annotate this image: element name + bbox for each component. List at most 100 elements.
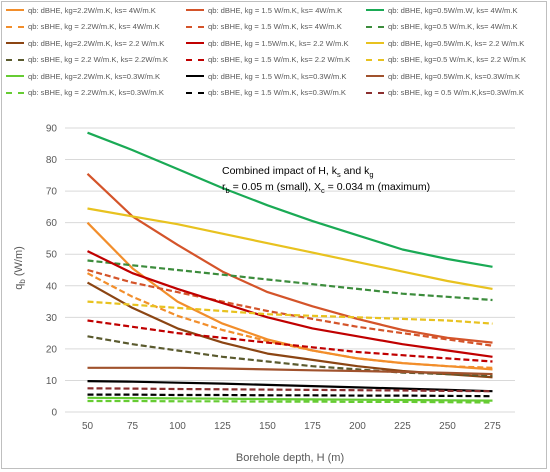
legend-label: qb: sBHE, kg = 1.5 W/m.K, ks= 2.2 W/m.K	[208, 55, 351, 64]
x-tick-label: 75	[127, 421, 139, 432]
x-tick-label: 225	[394, 421, 411, 432]
legend-item: qb: sBHE, kg = 2.2 W/m.K, ks= 2.2W/m.K	[6, 54, 168, 66]
y-axis-title-main: q	[13, 284, 25, 290]
series-line-11	[87, 319, 493, 363]
legend-swatch	[6, 58, 24, 61]
legend-swatch	[366, 42, 384, 44]
legend-swatch	[6, 75, 24, 77]
legend-swatch	[186, 25, 204, 28]
series-lines	[86, 131, 493, 404]
legend-swatch	[186, 91, 204, 94]
series-line-18	[87, 387, 493, 393]
legend-label: qb: sBHE, kg = 1.5 W/m.K, ks= 4W/m.K	[208, 22, 342, 31]
annotation-line-2-text-a: r	[222, 181, 226, 193]
annotation-line-1-sub-b: g	[369, 170, 373, 179]
series-line-16	[87, 399, 493, 404]
legend-label: qb: dBHE, kg = 1.5 W/m.K, ks=0.3W/m.K	[208, 71, 347, 81]
annotation-line-2: rb = 0.05 m (small), Xc = 0.034 m (maxim…	[222, 181, 430, 195]
series-line-3	[87, 131, 493, 268]
legend-label: qb: sBHE, kg = 2.2W/m.K, ks=0.3W/m.K	[28, 88, 164, 97]
y-axis-title: qb (W/m)	[13, 246, 27, 290]
x-axis-title: Borehole depth, H (m)	[236, 452, 344, 464]
y-tick-label: 50	[46, 250, 58, 261]
x-tick-label: 275	[484, 421, 501, 432]
x-tick-label: 125	[214, 421, 231, 432]
legend-label: qb: sBHE, kg = 1.5 W/m.K, ks=0.3W/m.K	[208, 88, 346, 97]
series-line-14	[87, 380, 493, 393]
y-axis-title-sub: b	[18, 279, 27, 284]
annotation-line-1-text-b: and k	[341, 165, 370, 177]
axis-ticks: 0 10 20 30 40 50 60 70 80 90 50 75 100 125 150 175 200 22…	[46, 124, 501, 433]
y-tick-label: 20	[46, 344, 58, 355]
legend-swatch	[186, 58, 204, 61]
legend-label: qb: sBHE, kg=0.5 W/m.K, ks= 4W/m.K	[388, 22, 518, 31]
legend-label: qb: sBHE, kg = 0.5 W/m.K,ks=0.3W/m.K	[388, 88, 524, 97]
legend-swatch	[366, 9, 384, 11]
legend-swatch	[186, 42, 204, 44]
legend-swatch	[366, 58, 384, 61]
legend-label: qb: dBHE, kg = 1.5W/m.K, ks= 2.2 W/m.K	[208, 38, 349, 48]
annotation-line-2-text-c: = 0.034 m (maximum)	[325, 181, 430, 193]
annotation-line-1-sub-a: s	[337, 170, 341, 179]
legend-label: qb: sBHE, kg = 2.2W/m.K, ks= 4W/m.K	[28, 22, 160, 31]
legend-item: qb: sBHE, kg=0.5 W/m.K, ks= 4W/m.K	[366, 21, 518, 33]
legend-label: qb: dBHE, kg=2.2W/m.K, ks= 2.2 W/m.K	[28, 38, 165, 48]
legend-swatch	[6, 42, 24, 44]
legend-swatch	[366, 91, 384, 94]
legend-item: qb: sBHE, kg = 2.2W/m.K, ks=0.3W/m.K	[6, 87, 164, 99]
series-line-2	[86, 173, 493, 344]
legend-item: qb: sBHE, kg = 1.5 W/m.K, ks=0.3W/m.K	[186, 87, 346, 99]
legend-swatch	[6, 25, 24, 28]
legend-item: qb: dBHE, kg=2.2W/m.K, ks=0.3W/m.K	[6, 70, 160, 82]
series-line-15	[87, 366, 493, 376]
x-tick-label: 100	[169, 421, 186, 432]
x-tick-label: 50	[82, 421, 94, 432]
legend-swatch	[6, 91, 24, 94]
legend-item: qb: dBHE, kg = 1.5W/m.K, ks= 2.2 W/m.K	[186, 37, 349, 49]
x-tick-label: 150	[259, 421, 276, 432]
legend-swatch	[366, 75, 384, 77]
legend-label: qb: dBHE, kg=0.5W/m.W, ks= 4W/m.K	[388, 5, 518, 15]
legend-label: qb: dBHE, kg=0.5W/m.K, ks= 2.2 W/m.K	[388, 38, 525, 48]
y-tick-label: 70	[46, 187, 58, 198]
legend-item: qb: dBHE, kg=0.5W/m.K, ks= 2.2 W/m.K	[366, 37, 524, 49]
annotation-line-1-text-a: Combined impact of H, k	[222, 165, 338, 177]
series-line-12	[87, 300, 493, 325]
y-tick-label: 30	[46, 313, 58, 324]
legend-item: qb: sBHE, kg = 1.5 W/m.K, ks= 4W/m.K	[186, 21, 342, 33]
x-tick-label: 200	[349, 421, 366, 432]
y-tick-label: 40	[46, 281, 58, 292]
grid-lines	[65, 127, 515, 413]
series-line-13	[87, 396, 493, 402]
legend-swatch	[186, 75, 204, 77]
legend-label: qb: dBHE, kg=2.2W/m.K, ks= 4W/m.K	[28, 5, 156, 15]
y-tick-label: 0	[51, 408, 57, 419]
legend-swatch	[186, 9, 204, 11]
legend-swatch	[366, 25, 384, 28]
annotation-line-2-sub-b: c	[321, 186, 325, 195]
legend-item: qb: dBHE, kg=0.5W/m.W, ks= 4W/m.K	[366, 4, 518, 16]
annotation-line-2-sub-a: b	[226, 186, 230, 195]
series-line-10	[87, 335, 493, 377]
legend-item: qb: sBHE, kg = 1.5 W/m.K, ks= 2.2 W/m.K	[186, 54, 350, 66]
legend-item: qb: dBHE, kg=2.2W/m.K, ks= 4W/m.K	[6, 4, 156, 16]
series-line-17	[87, 393, 493, 398]
legend-item: qb: dBHE, kg = 1.5 W/m.K, ks=0.3W/m.K	[186, 70, 346, 82]
legend-item: qb: sBHE, kg = 0.5 W/m.K,ks=0.3W/m.K	[366, 87, 524, 99]
legend-label: qb: dBHE, kg=2.2W/m.K, ks=0.3W/m.K	[28, 71, 161, 81]
legend-item: qb: dBHE, kg=0.5W/m.K, ks=0.3W/m.K	[366, 70, 520, 82]
legend-label: qb: dBHE, kg=0.5W/m.K, ks=0.3W/m.K	[388, 71, 521, 81]
legend-item: qb: dBHE, kg = 1.5 W/m.K, ks= 4W/m.K	[186, 4, 342, 16]
legend-item: qb: sBHE, kg=0.5 W/m.K, ks= 2.2 W/m.K	[366, 54, 526, 66]
y-tick-label: 10	[46, 376, 58, 387]
annotation-line-1: Combined impact of H, ks and kg	[222, 165, 374, 179]
legend-swatch	[6, 9, 24, 11]
x-tick-label: 175	[304, 421, 321, 432]
series-line-8	[87, 250, 493, 358]
series-line-6	[87, 259, 493, 302]
y-tick-label: 80	[46, 155, 58, 166]
y-axis-title-unit: (W/m)	[13, 246, 25, 279]
legend-label: qb: sBHE, kg = 2.2 W/m.K, ks= 2.2W/m.K	[28, 55, 169, 64]
